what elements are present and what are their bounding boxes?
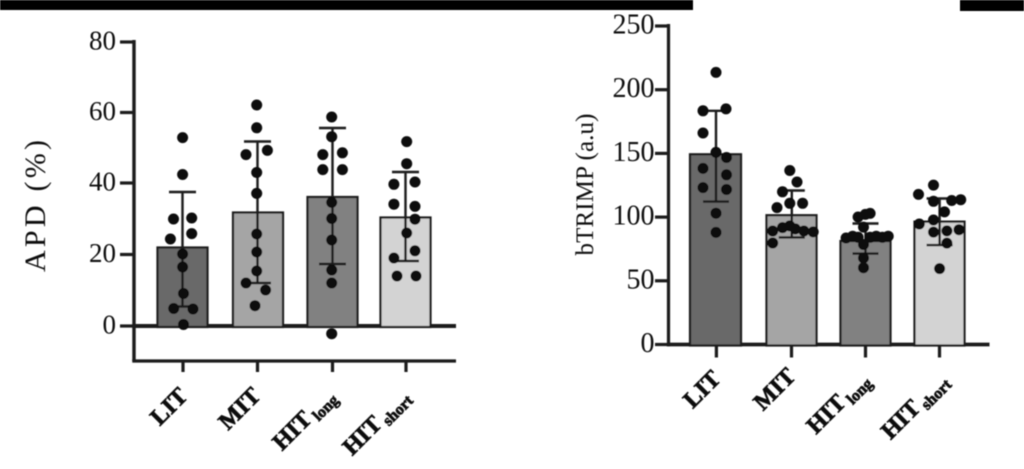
svg-text:60: 60 <box>89 96 116 126</box>
svg-text:50: 50 <box>627 264 655 295</box>
svg-text:200: 200 <box>613 73 655 104</box>
svg-text:0: 0 <box>641 328 655 359</box>
svg-text:250: 250 <box>613 10 655 41</box>
svg-text:40: 40 <box>89 167 116 197</box>
svg-text:80: 80 <box>89 26 116 56</box>
svg-text:0: 0 <box>103 310 117 340</box>
svg-text:bTRIMP (a.u): bTRIMP (a.u) <box>572 114 599 256</box>
svg-text:20: 20 <box>89 238 116 268</box>
svg-text:APD (%): APD (%) <box>19 140 52 272</box>
svg-text:150: 150 <box>613 137 655 168</box>
svg-text:100: 100 <box>613 201 655 232</box>
